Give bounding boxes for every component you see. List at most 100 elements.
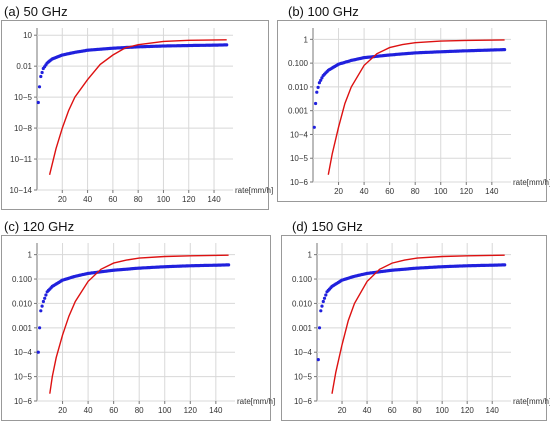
chart-d: 1 0.100 0.010 0.001 10−4 10−5 10−6 20 40 60 80 100 1… <box>281 235 550 421</box>
series-point-blue <box>315 90 319 94</box>
y-tick-label: 10−6 <box>290 178 309 187</box>
x-tick-label: 80 <box>134 195 143 204</box>
series-point-blue <box>322 296 327 300</box>
x-tick-label: 20 <box>338 406 347 415</box>
x-tick-label: 60 <box>109 406 118 415</box>
y-tick-label: 0.010 <box>292 299 313 308</box>
chart-frame <box>1 20 269 210</box>
y-tick-label: 10−4 <box>294 348 313 357</box>
series-point-blue <box>40 304 44 308</box>
y-tick-label: 1 <box>28 251 33 260</box>
x-tick-label: 120 <box>460 187 474 196</box>
x-tick-label: 100 <box>435 406 449 415</box>
chart-a: 10 0.01 10−5 10−8 10−11 10−14 20 40 60 80 100 120 14… <box>1 20 273 210</box>
series-point-blue <box>316 85 320 89</box>
y-tick-label: 10−14 <box>10 186 33 195</box>
y-tick-label: 10−5 <box>294 373 313 382</box>
y-tick-label: 10−5 <box>14 373 33 382</box>
y-tick-label: 0.010 <box>12 299 33 308</box>
y-tick-label: 1 <box>304 35 309 44</box>
series-line-red <box>327 39 505 175</box>
series-point-blue <box>37 85 42 89</box>
x-tick-label: 100 <box>157 195 171 204</box>
y-tick-label: 0.100 <box>12 275 33 284</box>
series-point-blue <box>319 78 323 82</box>
y-tick-label: 0.001 <box>292 324 313 333</box>
x-tick-label: 60 <box>388 406 397 415</box>
x-tick-label: 120 <box>184 406 198 415</box>
series-point-blue <box>36 100 40 105</box>
x-tick-label: 20 <box>334 187 343 196</box>
series-point-blue <box>38 326 42 330</box>
series-point-blue <box>39 309 43 313</box>
x-tick-label: 80 <box>135 406 144 415</box>
x-tick-label: 120 <box>461 406 475 415</box>
series-point-blue <box>316 358 320 362</box>
series-point-blue <box>41 299 46 304</box>
series-line-red <box>48 39 227 175</box>
series-point-blue <box>314 101 318 106</box>
y-tick-label: 0.001 <box>288 107 309 116</box>
series-point-blue <box>227 263 231 267</box>
series-point-blue <box>317 81 321 85</box>
series-point-blue <box>320 304 324 308</box>
y-tick-label: 0.010 <box>288 83 309 92</box>
series-point-blue <box>503 48 507 52</box>
y-tick-label: 0.100 <box>292 275 313 284</box>
x-axis-label: rate[mm/h] <box>235 186 273 195</box>
x-tick-label: 40 <box>84 406 93 415</box>
series-point-blue <box>40 70 44 75</box>
x-tick-label: 40 <box>360 187 369 196</box>
series-line-red <box>49 254 229 394</box>
series-point-blue <box>317 326 322 330</box>
x-tick-label: 100 <box>434 187 448 196</box>
x-tick-label: 140 <box>207 195 221 204</box>
x-tick-label: 40 <box>363 406 372 415</box>
y-tick-label: 10 <box>23 31 32 40</box>
x-axis-label: rate[mm/h] <box>513 178 550 187</box>
chart-b: 1 0.100 0.010 0.001 10−4 10−5 10−6 20 40 60 80 100 1… <box>277 20 550 202</box>
series-point-blue <box>43 296 47 300</box>
panel-b-title: (b) 100 GHz <box>288 4 359 19</box>
y-tick-label: 10−5 <box>14 93 33 102</box>
series-line-red <box>331 254 505 394</box>
x-tick-label: 60 <box>385 187 394 196</box>
x-tick-label: 100 <box>158 406 172 415</box>
panel-d-title: (d) 150 GHz <box>292 219 363 234</box>
x-tick-label: 20 <box>58 406 67 415</box>
x-tick-label: 140 <box>486 406 500 415</box>
panel-a-title: (a) 50 GHz <box>4 4 68 19</box>
y-tick-label: 10−6 <box>14 397 33 406</box>
series-point-blue <box>312 125 316 129</box>
y-tick-label: 0.001 <box>12 324 33 333</box>
y-tick-label: 10−11 <box>10 155 32 164</box>
series-point-blue <box>44 293 48 297</box>
x-tick-label: 80 <box>411 187 420 196</box>
x-axis-label: rate[mm/h] <box>237 397 275 406</box>
x-tick-label: 140 <box>485 187 499 196</box>
series-point-blue <box>225 43 229 47</box>
series-point-blue <box>319 309 323 313</box>
series-point-blue <box>324 293 328 297</box>
chart-c: 1 0.100 0.010 0.001 10−4 10−5 10−6 20 40 60 80 100 1… <box>1 235 275 421</box>
series-point-blue <box>321 299 325 304</box>
x-axis-label: rate[mm/h] <box>513 397 550 406</box>
y-tick-label: 0.100 <box>288 59 309 68</box>
y-tick-label: 10−4 <box>14 348 33 357</box>
x-tick-label: 120 <box>182 195 196 204</box>
panel-c-title: (c) 120 GHz <box>4 219 75 234</box>
series-point-blue <box>39 74 43 79</box>
x-tick-label: 20 <box>58 195 67 204</box>
y-tick-label: 10−4 <box>290 130 309 139</box>
y-tick-label: 10−8 <box>14 124 33 133</box>
x-tick-label: 140 <box>209 406 223 415</box>
y-tick-label: 0.01 <box>16 62 32 71</box>
y-tick-label: 10−6 <box>294 397 313 406</box>
x-tick-label: 40 <box>83 195 92 204</box>
series-point-blue <box>36 350 40 354</box>
y-tick-label: 10−5 <box>290 154 309 163</box>
y-tick-label: 1 <box>308 251 313 260</box>
series-point-blue <box>503 263 507 267</box>
x-tick-label: 80 <box>413 406 422 415</box>
x-tick-label: 60 <box>108 195 117 204</box>
